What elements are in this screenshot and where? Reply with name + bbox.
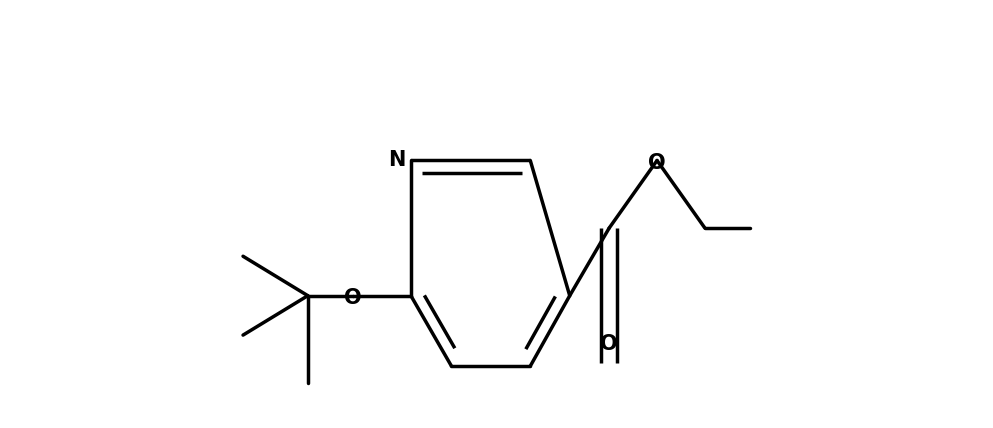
Text: O: O (648, 153, 666, 173)
Text: O: O (344, 288, 361, 309)
Text: N: N (388, 151, 405, 170)
Text: O: O (601, 333, 618, 354)
